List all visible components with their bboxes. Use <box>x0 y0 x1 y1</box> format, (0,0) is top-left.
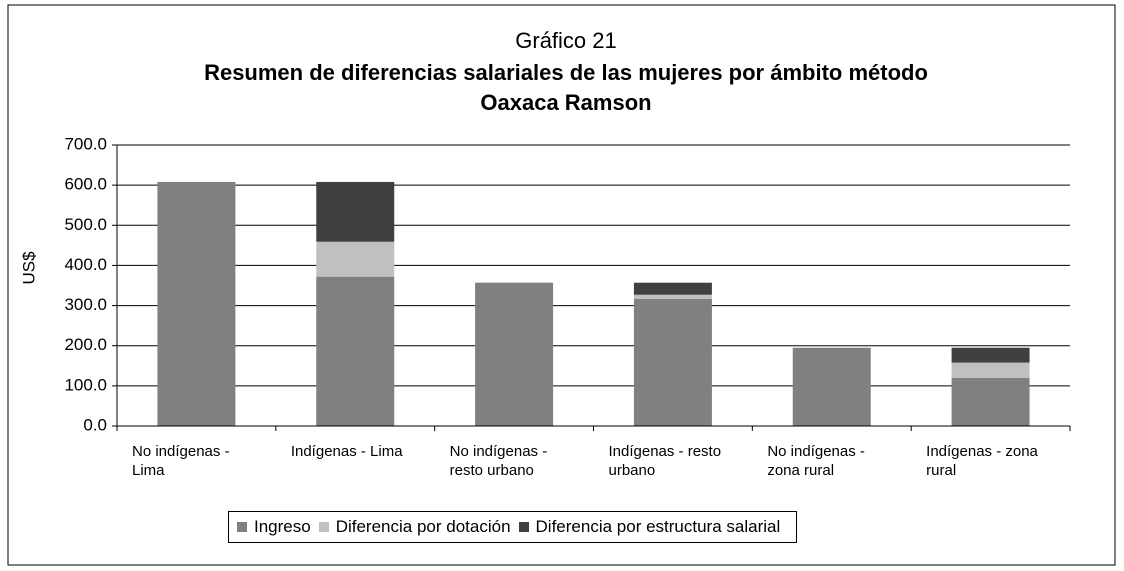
legend-label: Diferencia por estructura salarial <box>535 517 781 536</box>
x-tick-label: Indígenas - resto urbano <box>608 443 722 479</box>
legend-label: Diferencia por dotación <box>335 517 511 536</box>
legend-label: Ingreso <box>254 517 311 536</box>
bar-segment <box>633 298 712 426</box>
x-tick-label: No indígenas - resto urbano <box>449 443 548 479</box>
bar-segment <box>316 241 395 277</box>
y-tick-label: 600.0 <box>64 175 107 194</box>
frame <box>7 4 1116 566</box>
x-tick-label: No indígenas - zona rural <box>767 443 865 479</box>
bar-segment <box>633 294 712 299</box>
bar-segment <box>633 282 712 295</box>
bar-segment <box>316 181 395 242</box>
y-tick-label: 100.0 <box>64 375 107 394</box>
bar-segment <box>157 181 236 426</box>
legend-item: Diferencia por estructura salarial <box>518 517 781 537</box>
chart-title: Gráfico 21 <box>515 28 617 53</box>
x-tick-label: Indígenas - Lima <box>290 443 403 460</box>
x-tick-label: No indígenas - Lima <box>132 443 230 479</box>
legend-swatch <box>318 522 329 532</box>
y-tick-label: 200.0 <box>64 335 107 354</box>
bar-segment <box>475 282 554 426</box>
chart-subtitle: Resumen de diferencias salariales de las… <box>204 60 928 115</box>
x-tick-label: Indígenas - zona rural <box>926 443 1038 479</box>
legend-item: Diferencia por dotación <box>318 517 511 537</box>
bar-segment <box>792 347 871 426</box>
legend: Ingreso Diferencia por dotación Diferencia… <box>228 511 798 543</box>
y-tick-label: 500.0 <box>64 215 107 234</box>
bar-segment <box>316 276 395 426</box>
y-tick-label: 400.0 <box>64 255 107 274</box>
bar-segment <box>951 362 1030 378</box>
y-tick-label: 0.0 <box>83 415 107 434</box>
legend-item: Ingreso <box>237 517 311 537</box>
y-axis-label: US$ <box>19 251 38 285</box>
y-tick-label: 300.0 <box>64 295 107 314</box>
legend-swatch <box>518 522 529 532</box>
y-tick-label: 700.0 <box>64 134 107 153</box>
legend-swatch <box>237 522 247 532</box>
bar-segment <box>951 347 1030 363</box>
bar-segment <box>951 377 1030 426</box>
